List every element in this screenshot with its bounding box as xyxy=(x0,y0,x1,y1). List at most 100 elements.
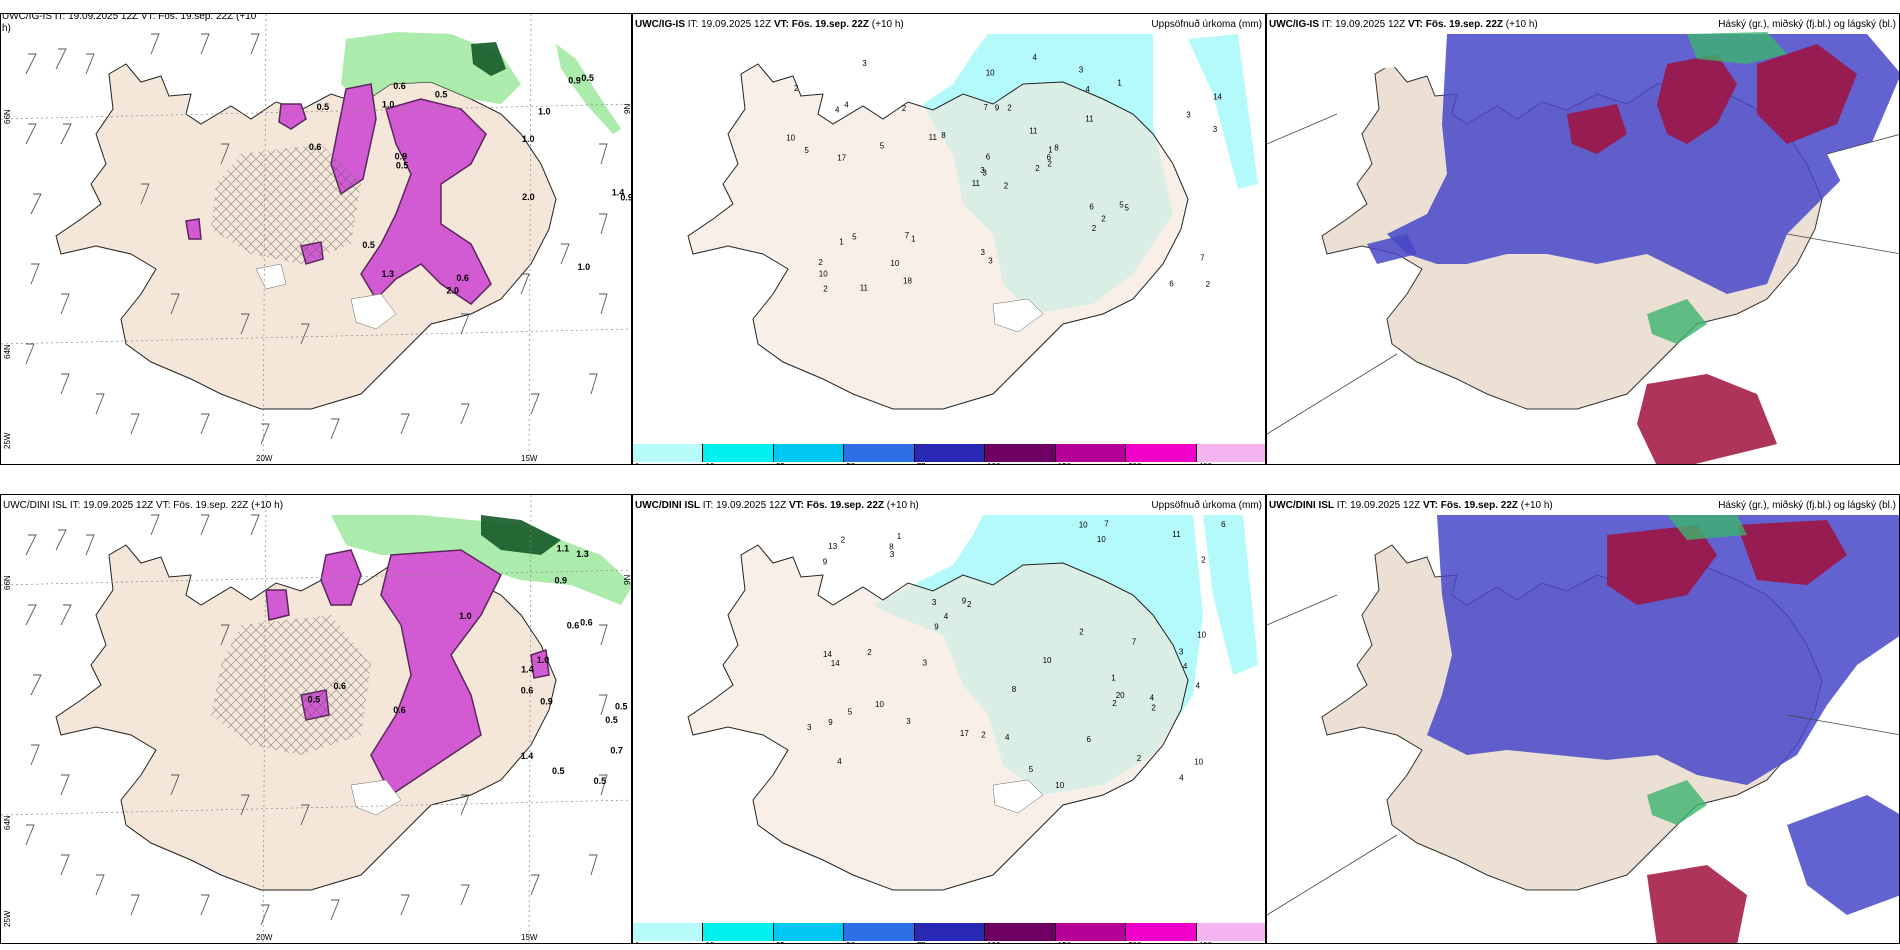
map-value-label: 11 xyxy=(929,133,938,142)
map-value-label: 8 xyxy=(941,131,946,140)
row1-mid-map: 2432113242321714111111711581010985410563… xyxy=(687,34,1258,410)
hatched-area xyxy=(211,144,361,264)
map-value-label: 1.4 xyxy=(521,665,534,675)
map-value-label: 3 xyxy=(1186,111,1191,120)
map-value-label: 0.7 xyxy=(610,746,623,756)
map-value-label: 6 xyxy=(1047,153,1052,162)
row2-mid-header: UWC/DINI ISL IT: 19.09.2025 12Z VT: Fös.… xyxy=(635,500,919,511)
map-value-label: 3 xyxy=(1179,648,1184,657)
colorbar-tick-label: 150 xyxy=(1058,462,1071,464)
map-value-label: 3 xyxy=(862,59,867,68)
map-value-label: 0.5 xyxy=(308,695,321,705)
lat-label-9n: 9N xyxy=(623,103,632,114)
snow-area-5 xyxy=(530,648,550,679)
colorbar-swatch xyxy=(1055,923,1127,941)
snow-area-1 xyxy=(320,549,362,606)
map-value-label: 10 xyxy=(786,133,795,142)
map-value-label: 11 xyxy=(1172,530,1181,539)
map-value-label: 0.6 xyxy=(580,618,593,628)
colorbar-swatch xyxy=(1126,444,1197,462)
row2-left-header: UWC/DINI ISL IT: 19.09.2025 12Z VT: Fös.… xyxy=(3,500,283,511)
high-cloud-1 xyxy=(1657,54,1737,144)
map-value-label: 1.0 xyxy=(537,655,550,665)
graticule xyxy=(1,14,631,464)
map-value-label: 4 xyxy=(835,106,840,115)
map-value-label: 0.5 xyxy=(615,702,628,712)
colorbar-tick-label: 25 xyxy=(776,941,785,943)
lat-label-64n: 64N xyxy=(3,815,12,830)
map-value-label: 3 xyxy=(807,723,812,732)
row2-left-panel: 0.6 0.5 0.6 0.5 1.4 0.9 0.6 1.0 0.7 0.5 1.0 1.4 0.5 0… xyxy=(0,494,632,944)
map-value-label: 0.5 xyxy=(435,90,448,100)
rain-dark xyxy=(481,515,561,555)
vt-label: VT: xyxy=(773,19,789,30)
map-value-label: 9 xyxy=(934,623,939,632)
it-label: IT: xyxy=(1321,19,1333,30)
map-value-label: 6 xyxy=(1221,520,1226,529)
model-name: UWC/DINI ISL xyxy=(635,500,700,511)
map-value-label: 2 xyxy=(1007,103,1012,112)
mid-cloud-1 xyxy=(1687,32,1787,64)
colorbar-tick-label: 100 xyxy=(987,462,1000,464)
map-value-label: 3 xyxy=(923,658,928,667)
map-value-label: 5 xyxy=(852,233,857,242)
high-cloud-1 xyxy=(1607,525,1717,605)
map-value-label: 2 xyxy=(1206,280,1211,289)
map-value-label: 1.0 xyxy=(538,107,551,117)
map-value-label: 2 xyxy=(1047,160,1052,169)
colorbar-swatch xyxy=(985,444,1056,462)
colorbar-swatch xyxy=(844,444,915,462)
map-value-label: 1 xyxy=(911,235,916,244)
map-value-label: 14 xyxy=(1213,92,1222,101)
precip-streak xyxy=(1203,515,1258,675)
row1-mid-header: UWC/IG-IS IT: 19.09.2025 12Z VT: Fös. 19… xyxy=(635,19,904,30)
lead-time: (+10 h) xyxy=(1505,19,1538,30)
white-patch-2 xyxy=(255,263,287,290)
colorbar-swatch xyxy=(633,923,704,941)
colorbar-swatch xyxy=(985,923,1056,941)
low-cloud-2 xyxy=(1367,234,1417,264)
map-value-label: 1 xyxy=(839,237,844,246)
map-value-label: 2 xyxy=(1004,182,1009,191)
map-value-label: 2.0 xyxy=(447,285,460,295)
precip-values: 2432113242321714111111711581010985410563… xyxy=(786,53,1222,294)
map-value-label: 1 xyxy=(1111,674,1116,683)
colorbar-swatch xyxy=(1196,923,1265,941)
row2-mid-title: Uppsöfnuð úrkoma (mm) xyxy=(1151,500,1262,511)
map-value-label: 10 xyxy=(890,259,899,268)
row2-left-map: 0.60.50.60.51.40.90.61.00.70.51.01.40.5 0… xyxy=(1,495,631,943)
map-value-label: 20 xyxy=(1116,691,1125,700)
map-value-label: 9 xyxy=(823,557,828,566)
lat-label-9n: 9N xyxy=(623,574,632,585)
map-value-label: 11 xyxy=(1029,126,1038,135)
map-value-label: 0.5 xyxy=(317,102,330,112)
snow-values: 0.60.50.60.51.40.90.61.00.70.51.01.40.5 0… xyxy=(308,543,628,785)
colorbar-swatch xyxy=(1055,444,1127,462)
colorbar-swatch xyxy=(914,444,986,462)
row1-mid-title: Uppsöfnuð úrkoma (mm) xyxy=(1151,19,1262,30)
colorbar-swatch xyxy=(773,923,845,941)
map-value-label: 4 xyxy=(1005,733,1010,742)
map-value-label: 10 xyxy=(1194,757,1203,766)
map-value-label: 10 xyxy=(875,700,884,709)
wind-barbs xyxy=(25,33,608,445)
colorbar-tick-label: 400 xyxy=(1199,462,1212,464)
map-value-label: 4 xyxy=(944,612,949,621)
row1-right-panel: UWC/IG-IS IT: 19.09.2025 12Z VT: Fös. 19… xyxy=(1266,13,1900,465)
map-value-label: 1.0 xyxy=(382,100,395,110)
map-value-label: 4 xyxy=(1196,682,1201,691)
map-value-label: 10 xyxy=(819,269,828,278)
high-cloud-3 xyxy=(1567,104,1627,154)
mid-cloud-2 xyxy=(1647,780,1707,825)
iceland-land-mid xyxy=(687,63,1189,410)
lat-label-64n: 64N xyxy=(3,344,12,359)
map-value-label: 3 xyxy=(988,256,993,265)
map-value-label: 9 xyxy=(828,718,833,727)
hatched-area xyxy=(211,615,371,755)
map-value-label: 1.4 xyxy=(612,188,625,198)
colorbar-swatch xyxy=(1126,923,1197,941)
map-value-label: 5 xyxy=(880,142,885,151)
graticule xyxy=(1,495,631,943)
vt-label: VT: xyxy=(1422,500,1438,511)
colorbar-tick-label: 50 xyxy=(846,941,855,943)
